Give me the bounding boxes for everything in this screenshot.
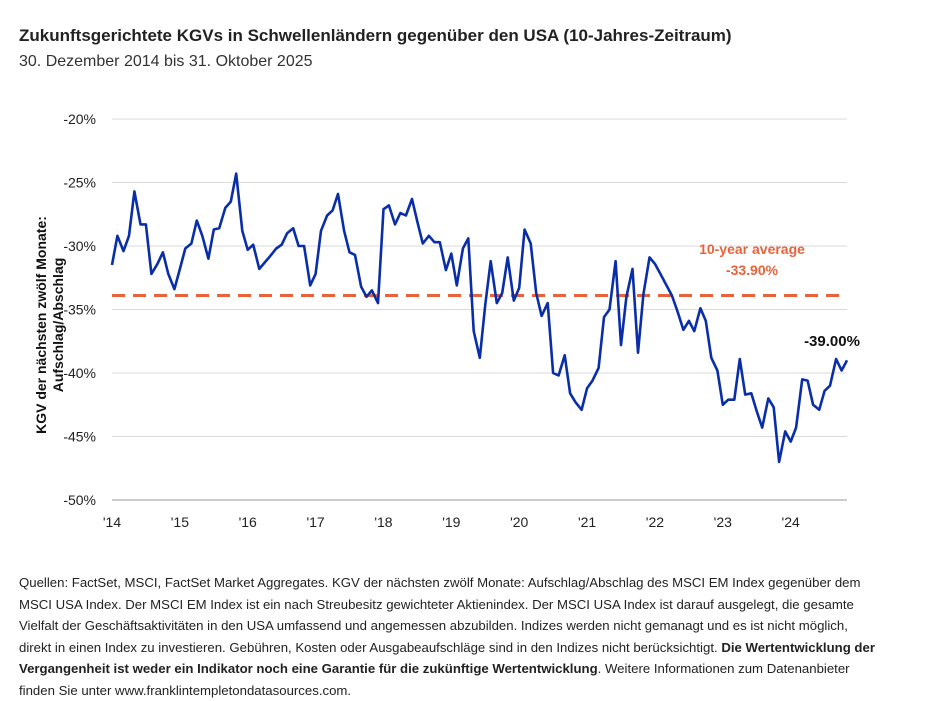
x-tick-label: '24 bbox=[782, 514, 800, 530]
y-axis-label-line1: KGV der nächsten zwölf Monate: bbox=[33, 216, 49, 434]
y-tick-label: -25% bbox=[63, 175, 96, 191]
y-axis-label: KGV der nächsten zwölf Monate: Aufschlag… bbox=[33, 216, 66, 434]
x-tick-label: '23 bbox=[714, 514, 732, 530]
line-chart: -20%-25%-30%-35%-40%-45%-50% '14'15'16'1… bbox=[33, 111, 860, 530]
series-line bbox=[110, 172, 849, 464]
x-tick-label: '19 bbox=[442, 514, 460, 530]
x-tick-label: '21 bbox=[578, 514, 596, 530]
x-tick-label: '17 bbox=[306, 514, 324, 530]
average-value-label: -33.90% bbox=[726, 262, 779, 278]
x-tick-label: '20 bbox=[510, 514, 528, 530]
x-tick-label: '18 bbox=[374, 514, 392, 530]
y-axis-ticks: -20% -25% -30% -35% -40% -45% -50% bbox=[63, 111, 96, 508]
x-tick-label: '16 bbox=[239, 514, 257, 530]
last-value-label: -39.00% bbox=[804, 333, 860, 350]
y-axis-label-line2: Aufschlag/Abschlag bbox=[50, 258, 66, 393]
footnote-disclaimer: Die Wertentwicklung der Vergangenheit is… bbox=[19, 639, 875, 677]
chart-title: Zukunftsgerichtete KGVs in Schwellenländ… bbox=[19, 26, 732, 45]
average-label: 10-year average bbox=[699, 241, 805, 257]
x-tick-label: '14 bbox=[103, 514, 121, 530]
x-tick-label: '22 bbox=[646, 514, 664, 530]
y-tick-label: -30% bbox=[63, 238, 96, 254]
x-tick-label: '15 bbox=[171, 514, 189, 530]
footnote: Quellen: FactSet, MSCI, FactSet Market A… bbox=[19, 572, 879, 701]
y-tick-label: -45% bbox=[63, 429, 96, 445]
gridlines bbox=[112, 118, 847, 501]
x-axis-ticks: '14 '15 '16 '17 '18 '19 '20 '21 '22 '23 '24 bbox=[103, 514, 800, 530]
footnote-more-info: . Weitere Informationen zum Datenanbiete… bbox=[19, 661, 850, 698]
y-tick-label: -50% bbox=[63, 492, 96, 508]
y-tick-label: -20% bbox=[63, 111, 96, 127]
y-tick-label: -35% bbox=[63, 302, 96, 318]
footnote-text: Quellen: FactSet, MSCI, FactSet Market A… bbox=[19, 575, 861, 655]
chart-subtitle: 30. Dezember 2014 bis 31. Oktober 2025 bbox=[19, 53, 313, 70]
y-tick-label: -40% bbox=[63, 365, 96, 381]
